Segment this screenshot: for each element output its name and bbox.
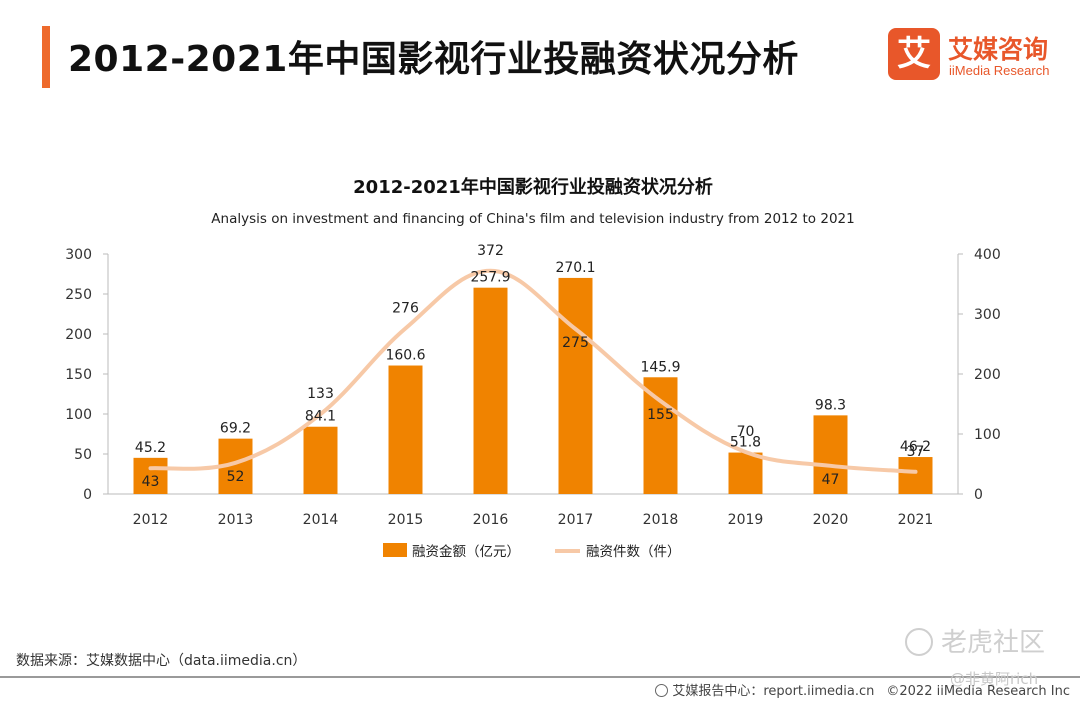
x-tick-label: 2018	[643, 512, 679, 528]
bar-2018	[643, 377, 678, 494]
y-left-tick-label: 300	[65, 247, 92, 263]
legend-label-amount: 融资金额（亿元）	[412, 544, 520, 560]
line-value-label: 47	[822, 472, 840, 488]
chart-title: 2012-2021年中国影视行业投融资状况分析	[353, 176, 713, 198]
bar-value-label: 257.9	[470, 270, 510, 286]
line-value-label: 276	[392, 300, 419, 316]
bar-2014	[303, 426, 338, 494]
y-left-tick-label: 0	[83, 487, 92, 503]
title-accent-bar	[42, 26, 50, 88]
bar-value-label: 98.3	[815, 397, 846, 413]
page-title: 2012-2021年中国影视行业投融资状况分析	[68, 39, 799, 80]
bar-value-label: 84.1	[305, 409, 336, 425]
report-center-icon	[655, 684, 669, 697]
line-value-label: 43	[142, 474, 160, 490]
bar-value-label: 46.2	[900, 439, 931, 455]
bar-value-label: 69.2	[220, 421, 251, 437]
data-source-note: 数据来源：艾媒数据中心（data.iimedia.cn）	[16, 653, 307, 669]
bar-2012	[133, 457, 168, 494]
y-right-tick-label: 0	[974, 487, 983, 503]
y-left-tick-label: 200	[65, 327, 92, 343]
legend-swatch-amount	[383, 543, 407, 557]
x-tick-label: 2015	[388, 512, 424, 528]
bar-2016	[473, 287, 508, 494]
line-value-label: 155	[647, 407, 674, 423]
line-value-label: 372	[477, 243, 504, 259]
line-value-label: 37	[907, 444, 925, 460]
y-left-tick-label: 250	[65, 287, 92, 303]
x-tick-label: 2020	[813, 512, 849, 528]
logo-mark-icon: 艾	[888, 28, 940, 80]
line-value-label: 70	[737, 424, 755, 440]
bar-2021	[898, 457, 933, 494]
x-tick-label: 2014	[303, 512, 339, 528]
y-right-tick-label: 400	[974, 247, 1001, 263]
logo-name-cn: 艾媒咨询	[948, 35, 1049, 64]
y-right-tick-label: 300	[974, 307, 1001, 323]
footer-divider	[0, 676, 1080, 678]
watermark-handle: @非黄阿rich	[950, 670, 1039, 688]
x-tick-label: 2012	[133, 512, 169, 528]
y-left-tick-label: 150	[65, 367, 92, 383]
x-tick-label: 2017	[558, 512, 594, 528]
y-right-tick-label: 200	[974, 367, 1001, 383]
x-tick-label: 2019	[728, 512, 764, 528]
y-left-tick-label: 50	[74, 447, 92, 463]
footer-bar: 艾媒报告中心：report.iimedia.cn ©2022 iiMedia Re…	[655, 680, 1070, 699]
bar-2017	[558, 277, 593, 494]
bar-value-label: 145.9	[640, 359, 680, 375]
legend-label-count: 融资件数（件）	[586, 544, 681, 560]
bar-value-label: 51.8	[730, 435, 761, 451]
watermark-icon	[905, 628, 933, 656]
x-tick-label: 2013	[218, 512, 254, 528]
iimedia-logo: 艾 艾媒咨询 iiMedia Research	[888, 28, 1068, 82]
line-series-count	[148, 268, 918, 474]
bar-value-label: 160.6	[385, 348, 425, 364]
line-value-label: 275	[562, 335, 589, 351]
bar-2015	[388, 365, 423, 494]
copyright: ©2022 iiMedia Research Inc	[886, 684, 1070, 699]
y-left-tick-label: 100	[65, 407, 92, 423]
bar-2020	[813, 415, 848, 494]
bar-2019	[728, 452, 763, 494]
bar-value-label: 45.2	[135, 440, 166, 456]
bar-value-label: 270.1	[555, 260, 595, 276]
chart-subtitle: Analysis on investment and financing of …	[211, 211, 854, 227]
x-tick-label: 2021	[898, 512, 934, 528]
watermark-text: 老虎社区	[941, 628, 1046, 658]
logo-name-en: iiMedia Research	[949, 63, 1050, 78]
line-value-label: 133	[307, 386, 334, 402]
report-center: 艾媒报告中心：report.iimedia.cn	[655, 684, 874, 699]
watermark: 老虎社区	[905, 622, 1045, 659]
line-value-label: 52	[227, 469, 245, 485]
y-right-tick-label: 100	[974, 427, 1001, 443]
x-tick-label: 2016	[473, 512, 509, 528]
